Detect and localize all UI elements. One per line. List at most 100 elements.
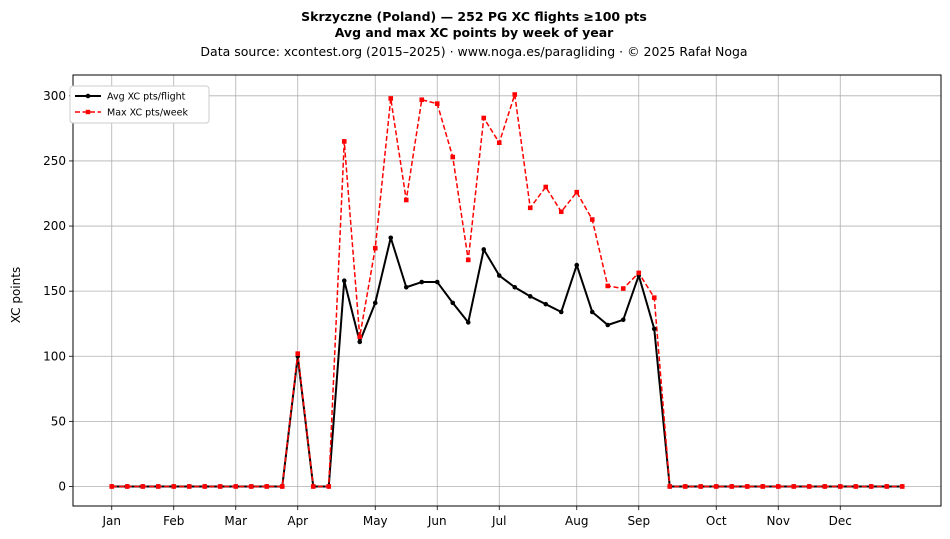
data-point-avg <box>465 320 471 325</box>
series-layer <box>109 92 905 489</box>
data-point-max <box>760 484 766 489</box>
data-point-max <box>202 484 208 489</box>
x-tick-label: Jan <box>102 514 122 528</box>
data-point-max <box>264 484 270 489</box>
data-point-max <box>744 484 750 489</box>
y-axis-label: XC points <box>9 267 23 323</box>
chart-source: Data source: xcontest.org (2015–2025) · … <box>200 44 747 59</box>
data-point-max <box>729 484 735 489</box>
data-point-max <box>186 484 192 489</box>
data-point-avg <box>496 273 502 278</box>
data-point-max <box>155 484 161 489</box>
chart-subtitle: Avg and max XC points by week of year <box>335 25 614 40</box>
x-tick-label: Mar <box>224 514 247 528</box>
x-tick-label: Feb <box>163 514 184 528</box>
data-point-avg <box>372 300 378 306</box>
data-point-max <box>682 484 688 489</box>
data-point-max <box>326 484 332 489</box>
data-point-max <box>713 484 719 489</box>
data-point-max <box>140 484 146 489</box>
data-point-max <box>233 484 239 489</box>
data-point-max <box>620 286 626 291</box>
data-point-max <box>822 484 828 489</box>
data-point-max <box>589 217 595 222</box>
x-tick-label: May <box>363 514 388 528</box>
data-point-max <box>884 484 890 489</box>
data-point-max <box>109 484 115 489</box>
data-point-avg <box>481 247 487 252</box>
y-tick-label: 0 <box>58 479 66 493</box>
data-point-avg <box>450 300 456 306</box>
x-tick-label: Aug <box>565 514 588 528</box>
x-tick-label: Nov <box>767 514 790 528</box>
data-point-avg <box>434 279 440 285</box>
legend-avg-marker <box>85 93 91 99</box>
data-point-max <box>496 140 502 146</box>
data-point-max <box>853 484 859 489</box>
data-point-avg <box>543 301 549 307</box>
data-point-max <box>295 351 301 356</box>
data-point-max <box>419 97 425 103</box>
y-tick-label: 50 <box>51 414 66 428</box>
data-point-max <box>775 484 781 489</box>
data-point-max <box>558 209 564 215</box>
x-tick-label: Apr <box>287 514 308 528</box>
legend-box <box>69 85 210 124</box>
legend-max-marker <box>85 109 91 115</box>
data-point-max <box>403 197 409 203</box>
data-point-max <box>217 484 223 489</box>
x-tick-label: Dec <box>829 514 852 528</box>
x-tick-label: Jun <box>427 514 447 528</box>
legend-max-label: Max XC pts/week <box>107 108 188 119</box>
data-point-avg <box>651 326 657 332</box>
data-point-max <box>543 184 549 190</box>
plot-frame <box>72 74 942 507</box>
data-point-max <box>434 101 440 106</box>
y-tick-label: 300 <box>43 89 66 103</box>
data-point-max <box>899 484 905 489</box>
y-tick-label: 250 <box>43 154 66 168</box>
x-tick-label: Jul <box>491 514 506 528</box>
y-tick-label: 150 <box>43 284 66 298</box>
data-point-max <box>481 115 487 121</box>
data-point-max <box>310 484 316 489</box>
series-line-avg <box>111 236 903 488</box>
data-point-max <box>341 139 347 144</box>
data-point-max <box>574 189 580 195</box>
y-tick-label: 200 <box>43 219 66 233</box>
data-point-max <box>124 484 130 489</box>
series-line-max <box>111 93 903 488</box>
data-point-max <box>605 283 611 289</box>
data-point-avg <box>388 235 394 241</box>
chart-title: Skrzyczne (Poland) — 252 PG XC flights ≥… <box>301 9 647 24</box>
data-point-max <box>791 484 797 489</box>
grid-layer <box>73 75 941 506</box>
data-point-max <box>279 484 285 489</box>
data-point-avg <box>589 309 595 315</box>
data-point-avg <box>558 309 564 315</box>
data-point-avg <box>419 279 425 285</box>
data-point-max <box>667 484 673 489</box>
data-point-max <box>806 484 812 489</box>
data-point-max <box>248 484 254 489</box>
data-point-max <box>388 96 394 101</box>
data-point-avg <box>574 262 580 268</box>
y-tick-label: 100 <box>43 349 66 363</box>
data-point-max <box>171 484 177 489</box>
data-point-avg <box>512 284 518 290</box>
data-point-max <box>868 484 874 489</box>
x-tick-label: Oct <box>706 514 727 528</box>
data-point-max <box>512 92 518 97</box>
x-tick-label: Sep <box>627 514 650 528</box>
data-point-max <box>527 205 533 211</box>
data-point-max <box>636 270 642 276</box>
data-point-max <box>372 245 378 251</box>
data-point-max <box>651 295 657 300</box>
data-point-max <box>837 484 843 489</box>
data-point-avg <box>605 322 611 328</box>
data-point-avg <box>341 278 347 284</box>
data-point-max <box>465 257 471 263</box>
legend-avg-label: Avg XC pts/flight <box>107 92 186 103</box>
data-point-max <box>357 334 363 340</box>
